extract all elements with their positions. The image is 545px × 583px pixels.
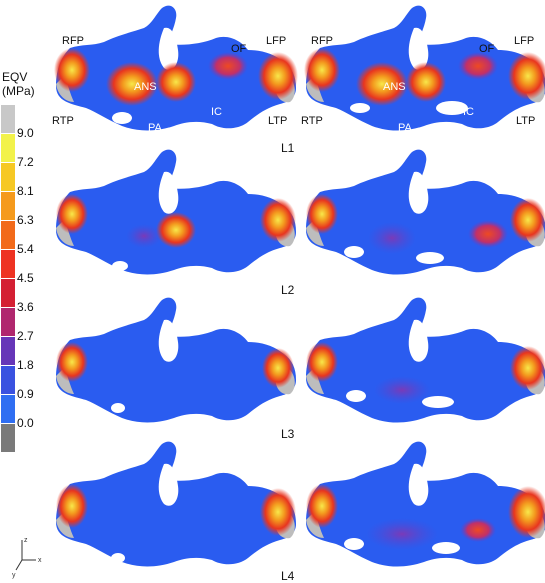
legend-swatch: [1, 278, 15, 307]
label-ic-right: IC: [463, 106, 474, 118]
panel-l4-right: [306, 441, 545, 567]
panel-l1-left: [54, 5, 298, 131]
legend-swatch: [1, 162, 15, 191]
panel-l3-right: [306, 297, 545, 423]
legend-swatch: [1, 220, 15, 249]
legend-swatch: [1, 394, 15, 423]
row-label-l4: L4: [281, 569, 295, 583]
label-ans-left: ANS: [134, 81, 157, 93]
legend-title-line2: (MPa): [2, 84, 35, 98]
label-rtp-right: RTP: [301, 115, 323, 127]
legend-tick-label: 9.0: [17, 126, 34, 140]
label-ltp-left: LTP: [268, 115, 287, 127]
legend-tick-label: 1.8: [17, 358, 34, 372]
legend-tick-label: 0.9: [17, 387, 34, 401]
row-label-l1: L1: [281, 141, 295, 155]
legend-tick-label: 4.5: [17, 271, 34, 285]
panel-l2-right: [306, 149, 545, 275]
legend-tick-label: 6.3: [17, 213, 34, 227]
stress-legend: EQV (MPa) 9.0 7.2 8.1 6.3 5.4 4.5 3.6 2.7 1.8 0.9…: [0, 0, 60, 500]
label-pa-left: PA: [148, 122, 163, 134]
row-label-l3: L3: [281, 427, 295, 441]
legend-swatch: [1, 249, 15, 278]
legend-tick-label: 3.6: [17, 300, 34, 314]
panel-l2-left: [56, 149, 296, 275]
label-rfp-left: RFP: [62, 35, 84, 47]
label-ans-right: ANS: [383, 81, 406, 93]
legend-tick-label: 5.4: [17, 242, 34, 256]
legend-swatch: [1, 191, 15, 220]
legend-swatch: [1, 133, 15, 162]
panel-l4-left: [56, 441, 296, 567]
legend-swatch: [1, 336, 15, 365]
label-of-right: OF: [479, 43, 495, 55]
label-lfp-right: LFP: [514, 35, 534, 47]
legend-tick-label: 8.1: [17, 184, 34, 198]
panel-l1-right: [304, 5, 545, 131]
label-ltp-right: LTP: [516, 115, 535, 127]
legend-swatch: [1, 365, 15, 394]
row-label-l2: L2: [281, 283, 295, 297]
legend-swatch: [1, 307, 15, 336]
label-of-left: OF: [231, 43, 247, 55]
axis-z-label: z: [24, 537, 28, 544]
panel-l3-left: [56, 297, 296, 423]
label-lfp-left: LFP: [266, 35, 286, 47]
axis-triad: z x y: [12, 537, 42, 579]
legend-title-line1: EQV: [2, 70, 28, 84]
legend-swatch: [1, 104, 15, 133]
legend-tick-label: 0.0: [17, 416, 34, 430]
axis-x-label: x: [38, 557, 42, 564]
legend-tick-label: 7.2: [17, 155, 34, 169]
label-ic-left: IC: [211, 106, 222, 118]
label-rfp-right: RFP: [311, 35, 333, 47]
legend-swatch: [1, 423, 15, 452]
label-pa-right: PA: [398, 122, 413, 134]
axis-y-label: y: [12, 572, 16, 579]
label-rtp-left: RTP: [52, 115, 74, 127]
legend-tick-label: 2.7: [17, 329, 34, 343]
